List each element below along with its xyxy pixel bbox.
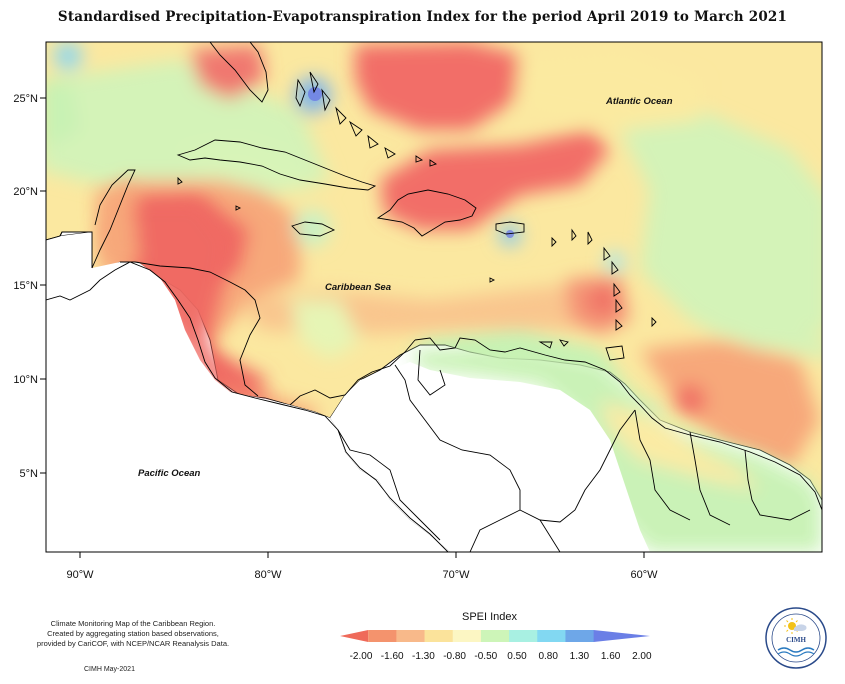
map-title: Standardised Precipitation-Evapotranspir… xyxy=(57,9,788,25)
legend-swatch xyxy=(480,630,510,642)
logo-text: CIMH xyxy=(786,636,806,644)
legend-swatch xyxy=(396,630,426,642)
legend-label: 1.60 xyxy=(600,651,621,662)
map-frame xyxy=(45,41,823,553)
cimh-logo: CIMH xyxy=(765,607,827,669)
region-label-caribbean: Caribbean Sea xyxy=(325,282,391,293)
legend-swatch xyxy=(452,630,482,642)
legend-labels: -2.00 -1.60 -1.30 -0.80 -0.50 0.50 0.80 1.30 1.6… xyxy=(340,651,660,665)
coastlines xyxy=(46,42,822,552)
axis-ticks xyxy=(40,97,645,558)
index-field xyxy=(46,42,822,552)
lat-label-20n: 20°N xyxy=(13,186,38,198)
footer-line: Climate Monitoring Map of the Caribbean … xyxy=(50,619,216,628)
region-label-atlantic: Atlantic Ocean xyxy=(605,96,673,107)
lat-label-15n: 15°N xyxy=(13,280,38,292)
legend-label: -1.60 xyxy=(380,651,404,662)
legend-swatch xyxy=(565,630,595,642)
legend-arrow-high xyxy=(593,630,650,642)
legend-label: -0.80 xyxy=(443,651,466,662)
footer-date: CIMH May-2021 xyxy=(84,666,135,673)
legend-label: -2.00 xyxy=(349,651,373,662)
region-label-pacific: Pacific Ocean xyxy=(138,468,201,479)
legend-swatch xyxy=(509,630,538,642)
legend-label: 0.80 xyxy=(538,651,558,662)
legend-arrow-low xyxy=(340,630,369,642)
sun-icon xyxy=(784,618,807,634)
footer-line: provided by CariCOF, with NCEP/NCAR Rean… xyxy=(36,639,230,648)
lat-label-5n: 5°N xyxy=(20,468,39,480)
legend-title: SPEI Index xyxy=(462,611,518,623)
legend-swatch xyxy=(424,630,454,642)
legend-label: 1.30 xyxy=(569,651,590,662)
footer-description: Climate Monitoring Map of the Caribbean … xyxy=(18,619,248,649)
lon-label-70w: 70°W xyxy=(442,569,470,581)
legend-colorbar xyxy=(340,630,650,642)
lat-label-25n: 25°N xyxy=(13,93,38,105)
legend-label: 0.50 xyxy=(507,651,527,662)
lat-label-10n: 10°N xyxy=(13,374,38,386)
lon-label-80w: 80°W xyxy=(254,569,282,581)
legend-label: -0.50 xyxy=(474,651,498,662)
legend-label: 2.00 xyxy=(632,651,652,662)
legend-swatch xyxy=(368,630,397,642)
legend-swatch xyxy=(537,630,566,642)
legend-label: -1.30 xyxy=(411,651,435,662)
lon-label-60w: 60°W xyxy=(630,569,658,581)
lon-label-90w: 90°W xyxy=(66,569,94,581)
footer-line: Created by aggregating station based obs… xyxy=(47,629,219,638)
